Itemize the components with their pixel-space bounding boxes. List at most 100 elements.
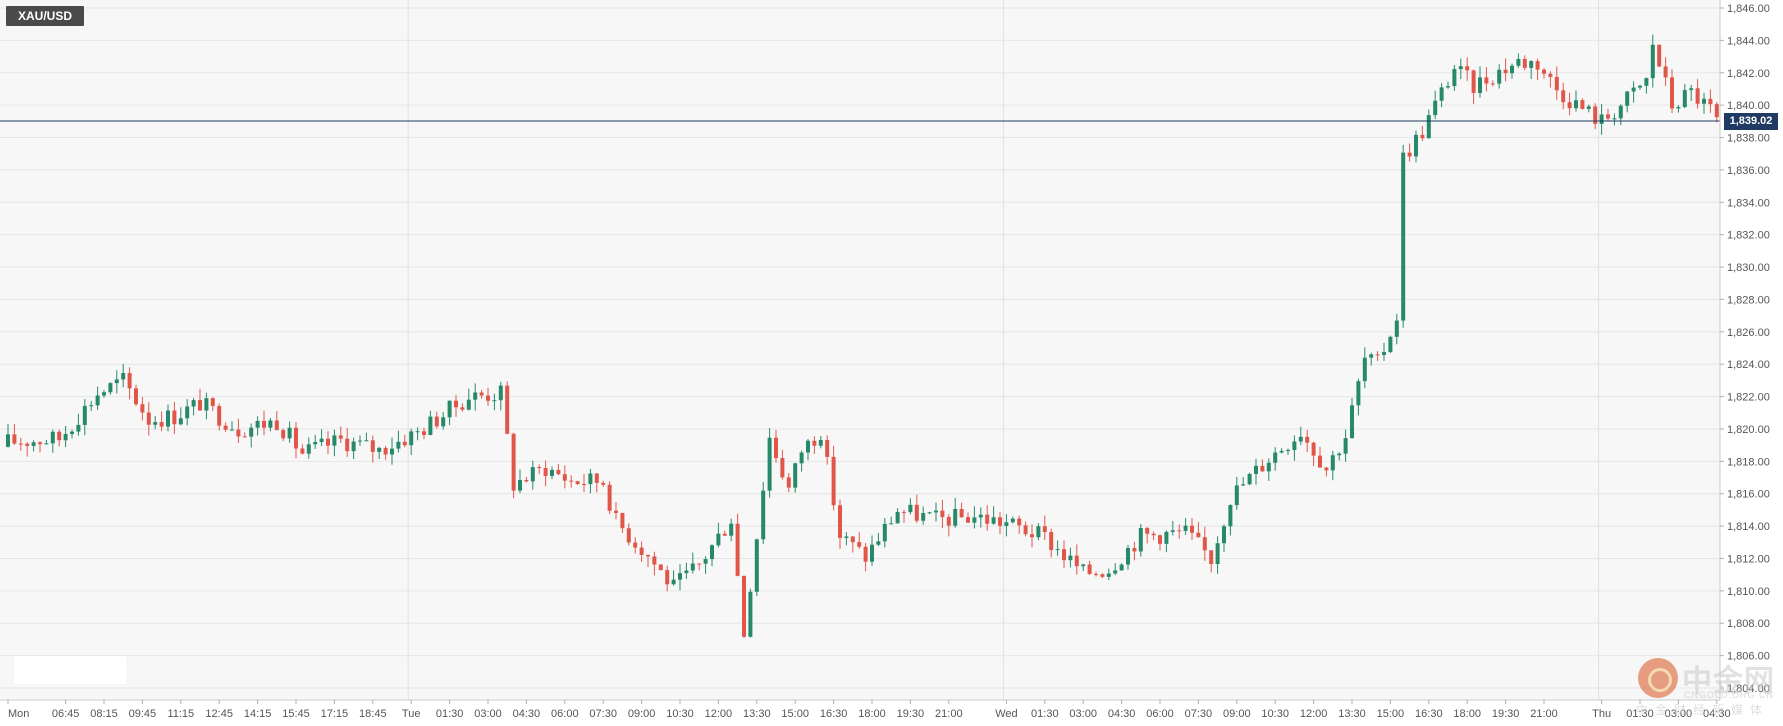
candle bbox=[1369, 352, 1374, 366]
candle bbox=[774, 429, 778, 463]
candle bbox=[146, 402, 151, 436]
candle bbox=[716, 522, 721, 548]
candle bbox=[18, 437, 23, 451]
candle bbox=[236, 418, 241, 443]
candle bbox=[1586, 104, 1591, 113]
candle bbox=[1561, 82, 1566, 110]
x-tick-label: 21:00 bbox=[1530, 708, 1558, 720]
candle bbox=[1158, 534, 1162, 551]
candle bbox=[882, 517, 887, 548]
x-tick-label: 06:00 bbox=[551, 708, 579, 720]
candle bbox=[479, 389, 484, 399]
y-tick-label: 1,832.00 bbox=[1727, 230, 1770, 242]
candle bbox=[978, 507, 983, 528]
x-tick-label: Mon bbox=[8, 708, 29, 720]
x-tick-label: 15:45 bbox=[282, 708, 310, 720]
candle bbox=[1049, 528, 1054, 558]
candle bbox=[710, 544, 714, 567]
candle bbox=[1234, 476, 1239, 510]
candle bbox=[89, 400, 94, 411]
candle bbox=[1465, 57, 1470, 81]
x-tick-label: 14:15 bbox=[244, 708, 272, 720]
candle bbox=[1318, 446, 1322, 468]
candle bbox=[63, 425, 68, 448]
symbol-badge[interactable]: XAU/USD bbox=[6, 6, 85, 26]
candle bbox=[639, 541, 644, 562]
candle bbox=[601, 480, 606, 487]
candle bbox=[1503, 58, 1508, 82]
candle bbox=[690, 552, 695, 574]
candle bbox=[1663, 57, 1668, 87]
candle bbox=[447, 400, 452, 426]
candle bbox=[1177, 524, 1182, 539]
y-tick-label: 1,822.00 bbox=[1727, 392, 1770, 404]
candle bbox=[524, 476, 529, 483]
candle bbox=[825, 435, 830, 465]
candle bbox=[1554, 66, 1559, 101]
x-tick-label: 18:00 bbox=[1453, 708, 1481, 720]
candle bbox=[614, 502, 618, 520]
candle bbox=[1343, 429, 1348, 462]
candle bbox=[1260, 459, 1265, 473]
candle bbox=[793, 462, 798, 493]
candle bbox=[607, 481, 612, 515]
candle bbox=[1337, 452, 1342, 461]
watermark-tagline: 中金财经新媒体 bbox=[1636, 703, 1770, 717]
x-tick-label: 19:30 bbox=[1492, 708, 1520, 720]
candle bbox=[844, 532, 849, 546]
candle bbox=[985, 505, 990, 531]
candle bbox=[511, 432, 516, 499]
candle bbox=[178, 407, 183, 426]
y-tick-label: 1,812.00 bbox=[1727, 553, 1770, 565]
y-tick-label: 1,820.00 bbox=[1727, 424, 1770, 436]
x-tick-label: 03:00 bbox=[474, 708, 502, 720]
candle bbox=[1458, 58, 1463, 80]
candle bbox=[1714, 102, 1719, 123]
candle bbox=[1644, 77, 1649, 94]
candle bbox=[1305, 429, 1310, 453]
candle bbox=[1471, 69, 1476, 104]
candle bbox=[121, 363, 126, 388]
candle bbox=[268, 418, 273, 432]
candles bbox=[6, 34, 1719, 638]
candle bbox=[409, 428, 414, 455]
x-tick-label: 09:00 bbox=[1223, 708, 1251, 720]
candle bbox=[1522, 55, 1527, 71]
candle bbox=[799, 450, 804, 472]
candle bbox=[153, 416, 158, 430]
day-separators bbox=[407, 0, 1600, 700]
candle bbox=[850, 536, 855, 553]
candle bbox=[1567, 92, 1572, 116]
candle bbox=[358, 435, 362, 447]
candle bbox=[1593, 103, 1598, 130]
y-tick-label: 1,810.00 bbox=[1727, 586, 1770, 598]
candle bbox=[434, 411, 439, 429]
candle bbox=[1241, 477, 1246, 486]
candle bbox=[652, 551, 657, 576]
candle bbox=[588, 468, 593, 494]
candle bbox=[857, 532, 862, 549]
x-tick-label: 17:15 bbox=[321, 708, 349, 720]
candle bbox=[134, 384, 138, 407]
x-tick-label: 18:00 bbox=[858, 708, 886, 720]
x-tick-label: 12:45 bbox=[205, 708, 233, 720]
x-tick-label: Tue bbox=[402, 708, 421, 720]
candle bbox=[1266, 458, 1271, 481]
x-tick-label: 16:30 bbox=[820, 708, 848, 720]
candle bbox=[703, 556, 708, 574]
y-tick-label: 1,826.00 bbox=[1727, 327, 1770, 339]
x-tick-label: 07:30 bbox=[589, 708, 617, 720]
candle bbox=[486, 387, 490, 406]
x-tick-label: 15:00 bbox=[1377, 708, 1405, 720]
candle bbox=[473, 383, 478, 411]
candle bbox=[1452, 65, 1457, 91]
candle bbox=[550, 466, 554, 480]
x-tick-label: 12:00 bbox=[1300, 708, 1328, 720]
candle bbox=[1439, 83, 1444, 108]
candle bbox=[1209, 550, 1214, 573]
candle bbox=[262, 410, 266, 436]
x-tick-label: 03:00 bbox=[1665, 708, 1693, 720]
candle bbox=[402, 434, 407, 448]
candle bbox=[1254, 458, 1258, 485]
